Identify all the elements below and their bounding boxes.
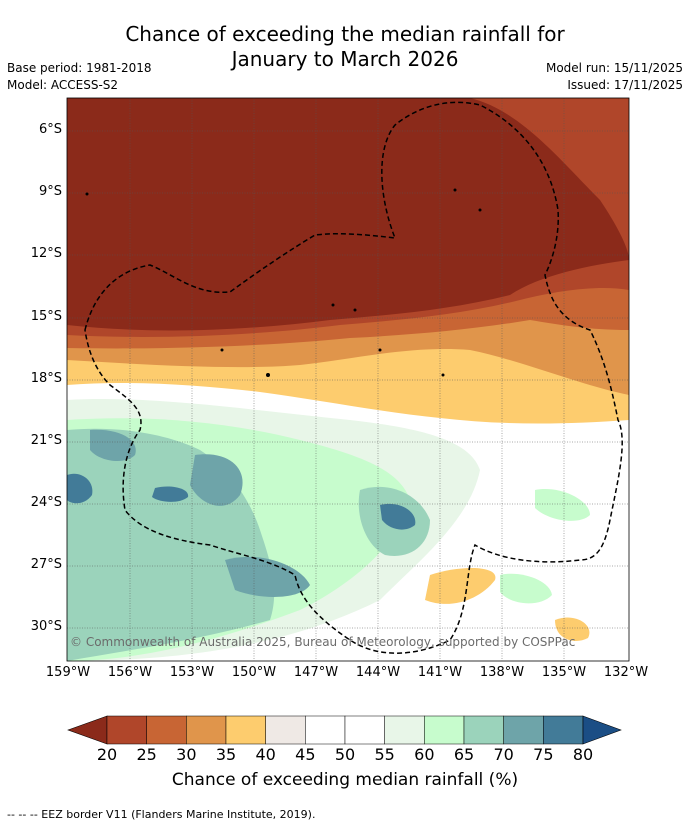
lat-label: 18°S [30,371,62,386]
colorbar-tick-label: 20 [96,745,118,764]
colorbar-tick-label: 80 [572,745,594,764]
lat-label: 15°S [30,309,62,324]
islands [85,188,482,377]
colorbar-tick-label: 35 [215,745,237,764]
lon-label: 132°W [603,665,649,680]
zone-blue-80-c [380,503,416,530]
colorbar-segment [463,715,504,745]
lat-label: 30°S [30,619,62,634]
zone-orange-east [425,568,496,604]
lon-label: 138°W [479,665,525,680]
colorbar-segment [106,715,147,745]
colorbar-tick-label: 45 [295,745,316,764]
zone-blue-80 [67,473,93,504]
colorbar-segment [146,715,187,745]
colorbar-segment [344,715,385,745]
colorbar-segment [503,715,544,745]
zone-teal-75-c [225,556,310,597]
colorbar-segment [265,715,306,745]
map-title: Chance of exceeding the median rainfall … [0,22,690,72]
model-run-info: Model run: 15/11/2025 Issued: 17/11/2025 [546,60,683,94]
model-name: Model: ACCESS-S2 [7,78,119,92]
colorbar-segment [225,715,266,745]
colorbar-low-arrow [67,715,108,745]
colorbar-segment [305,715,346,745]
lat-label: 27°S [30,557,62,572]
colorbar-tick-label: 25 [136,745,157,764]
lat-label: 21°S [30,433,62,448]
zone-teal-75 [90,429,136,462]
colorbar-tick-label: 50 [334,745,356,764]
colorbar-segment [384,715,425,745]
map-grid [67,98,629,661]
lon-label: 135°W [541,665,587,680]
colorbar-high-arrow [582,715,622,745]
eez-border [84,101,623,654]
colorbar-tick-label: 40 [255,745,276,764]
zone-teal-75-b [190,454,243,506]
lon-label: 153°W [169,665,215,680]
lon-label: 150°W [231,665,277,680]
base-period: Base period: 1981-2018 [7,61,152,75]
lon-label: 144°W [355,665,401,680]
rainfall-map: © Commonwealth of Australia 2025, Bureau… [67,98,629,661]
colorbar-tick-label: 75 [533,745,554,764]
colorbar-tick-label: 55 [374,745,395,764]
eez-legend-note: -- -- -- EEZ border V11 (Flanders Marine… [7,808,316,821]
colorbar-label: Chance of exceeding median rainfall (%) [171,770,519,790]
base-period-info: Base period: 1981-2018 Model: ACCESS-S2 [7,60,152,94]
colorbar-tick-label: 60 [414,745,435,764]
colorbar-segment [543,715,584,745]
copyright-notice: © Commonwealth of Australia 2025, Bureau… [70,635,575,649]
lat-label: 9°S [38,184,62,199]
lon-label: 147°W [293,665,339,680]
zone-orange-east-b [555,617,590,641]
colorbar-segments [106,715,584,745]
zone-brown-20 [67,98,629,331]
title-line-2: January to March 2026 [231,47,459,71]
colorbar-tick-label: 70 [493,745,514,764]
issued-date: Issued: 17/11/2025 [567,78,683,92]
zone-green-east-b [500,573,552,604]
title-line-1: Chance of exceeding the median rainfall … [125,22,565,46]
colorbar-segment [186,715,227,745]
zone-green-east [535,489,590,521]
lon-label: 141°W [417,665,463,680]
colorbar-tick-label: 30 [176,745,197,764]
zone-blue-80-b [152,486,189,502]
lat-label: 6°S [38,122,62,137]
lon-label: 156°W [107,665,153,680]
colorbar [67,715,622,745]
lat-label: 12°S [30,246,62,261]
lat-label: 24°S [30,495,62,510]
model-run: Model run: 15/11/2025 [545,61,683,75]
colorbar-segment [424,715,465,745]
map-frame [66,97,630,662]
colorbar-tick-label: 65 [453,745,475,764]
lon-label: 159°W [45,665,91,680]
